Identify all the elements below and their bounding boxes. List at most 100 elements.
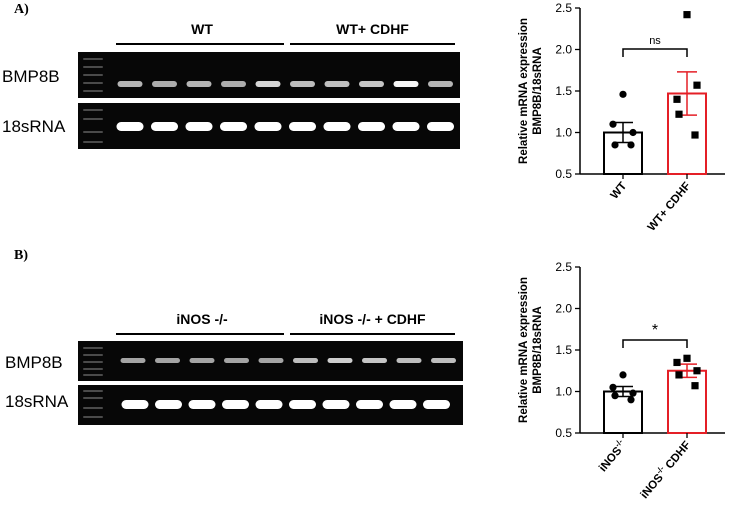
y-tick-label: 1.5 [555,84,572,98]
gel-band [396,358,422,363]
gel-band [392,122,420,131]
y-tick-label: 2.5 [555,1,572,15]
y-tick-label: 2.0 [555,43,572,57]
ladder-band [83,407,103,409]
ladder-band [83,58,103,60]
gel-band [289,400,316,409]
panel-b-label: B) [14,248,28,263]
chart-a: Relative mRNA expression BMP8B/18sRNA 0.5 1… [518,1,725,234]
data-point [629,389,637,397]
panel-b-row-label-18srna: 18sRNA [5,392,69,411]
ladder-band [83,354,103,356]
gel-band [423,400,450,409]
gel-band [293,358,318,363]
y-tick-label: 0.5 [555,167,572,181]
gel-band [117,81,143,87]
ladder-band [83,82,103,84]
data-point [673,95,681,103]
gel-band [121,400,149,409]
ladder-band [83,390,103,392]
ladder-band [83,397,103,399]
gel-band [358,122,385,131]
gel-band [254,122,282,131]
panel-a-18srna-gel [78,103,460,149]
x-category-label-2: iNOS-/- CDHF [636,437,693,501]
gel-band [389,400,417,409]
panel-a-group-2-underline [290,43,455,45]
gel-band [289,122,316,131]
panel-b-group-1-label: iNOS -/- [176,311,228,327]
data-point [691,382,699,390]
y-tick-label: 2.0 [555,302,572,316]
y-axis-label-line-2: BMP8B/18sRNA [532,306,544,394]
gel-band [224,358,249,363]
ladder-band [83,368,103,370]
panel-b-18srna-gel [78,385,463,425]
data-point [627,396,635,404]
ladder-band [83,374,103,376]
ladder-band [83,118,103,120]
data-point [683,11,691,19]
data-point [611,141,619,149]
y-tick-label: 2.5 [555,260,572,274]
y-tick-label: 1.0 [555,126,572,140]
gel-background [78,52,460,98]
gel-band [222,400,249,409]
gel-band [359,81,384,87]
ladder-band [83,141,103,143]
gel-band [188,400,216,409]
ladder-band [83,90,103,92]
ladder-band [83,74,103,76]
gel-band [427,122,454,131]
panel-a-group-1-label: WT [191,21,213,37]
data-point [693,81,701,89]
bar-1 [603,390,643,434]
x-category-label-2: WT+ CDHF [646,180,694,233]
data-point [609,120,617,128]
y-axis-label-line-2: BMP8B/18sRNA [532,47,544,135]
y-tick-label: 1.0 [555,385,572,399]
y-tick-label: 0.5 [555,426,572,440]
gel-band [431,358,456,363]
gel-band [428,81,453,87]
gel-band [327,358,353,363]
panel-b-row-label-bmp8b: BMP8B [5,353,63,372]
gel-band [185,122,213,131]
gel-band [152,81,177,87]
data-point [683,354,691,362]
panel-a-row-label-18srna: 18sRNA [2,117,66,136]
gel-band [255,81,281,87]
panel-b-group-2-label: iNOS -/- + CDHF [319,311,426,327]
gel-band [356,400,383,409]
gel-band [220,122,247,131]
y-axis-label-line-1: Relative mRNA expression [518,18,530,164]
data-point [619,90,627,98]
ladder-band [83,109,103,111]
data-point [619,371,627,379]
gel-band [116,122,144,131]
panel-a-label: A) [14,2,29,17]
data-point [611,392,619,400]
panel-a-bmp8b-gel [78,52,460,98]
panel-a-row-label-bmp8b: BMP8B [2,67,60,86]
significance-label: ns [649,35,661,47]
panel-b-group-2-underline [290,333,455,335]
data-point [691,131,699,139]
bar-2 [667,369,707,434]
gel-band [258,358,284,363]
gel-band [151,122,178,131]
y-axis-label-line-1: Relative mRNA expression [518,277,530,423]
ladder-band [83,361,103,363]
x-category-label-1: WT [609,180,630,201]
panel-b-bmp8b-gel [78,341,463,381]
significance-bracket [622,48,688,57]
gel-band [120,358,146,363]
ladder-band [83,66,103,68]
data-point [627,141,635,149]
significance-bracket [622,339,688,348]
panel-b-group-1-underline [116,333,284,335]
panel-a-group-2-label: WT+ CDHF [336,21,409,37]
data-point [693,367,701,375]
gel-band [155,400,182,409]
data-point [675,110,683,118]
